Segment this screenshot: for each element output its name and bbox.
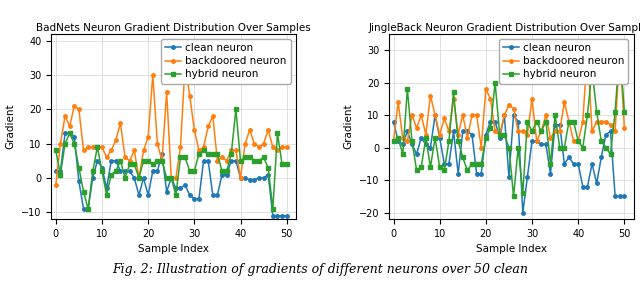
clean neuron	[283, 214, 291, 217]
backdoored neuron	[209, 114, 216, 118]
hybrid neuron	[616, 45, 623, 48]
clean neuron	[209, 193, 216, 197]
Title: JingleBack Neuron Gradient Distribution Over Samples: JingleBack Neuron Gradient Distribution …	[369, 23, 640, 33]
Legend: clean neuron, backdoored neuron, hybrid neuron: clean neuron, backdoored neuron, hybrid …	[499, 39, 628, 83]
clean neuron	[61, 132, 69, 135]
clean neuron	[551, 123, 559, 126]
hybrid neuron	[52, 149, 60, 152]
clean neuron	[278, 214, 286, 217]
backdoored neuron	[477, 146, 485, 149]
backdoored neuron	[561, 100, 568, 104]
clean neuron	[131, 176, 138, 180]
Text: Fig. 2: Illustration of gradients of different neurons over 50 clean: Fig. 2: Illustration of gradients of dif…	[112, 262, 528, 276]
hybrid neuron	[278, 162, 286, 166]
Line: hybrid neuron: hybrid neuron	[54, 108, 289, 211]
hybrid neuron	[463, 169, 471, 172]
clean neuron	[565, 156, 573, 159]
hybrid neuron	[232, 108, 240, 111]
Line: clean neuron: clean neuron	[54, 132, 289, 217]
backdoored neuron	[52, 183, 60, 187]
backdoored neuron	[278, 145, 286, 149]
clean neuron	[445, 162, 452, 166]
clean neuron	[519, 211, 527, 214]
Title: BadNets Neuron Gradient Distribution Over Samples: BadNets Neuron Gradient Distribution Ove…	[36, 23, 311, 33]
backdoored neuron	[440, 117, 448, 120]
hybrid neuron	[547, 162, 554, 166]
Y-axis label: Gradient: Gradient	[6, 104, 15, 149]
backdoored neuron	[223, 159, 230, 162]
hybrid neuron	[621, 110, 628, 114]
hybrid neuron	[209, 152, 216, 156]
hybrid neuron	[131, 162, 138, 166]
Line: backdoored neuron: backdoored neuron	[54, 63, 289, 187]
hybrid neuron	[390, 139, 397, 143]
hybrid neuron	[126, 162, 134, 166]
Y-axis label: Gradient: Gradient	[343, 104, 353, 149]
backdoored neuron	[459, 113, 467, 117]
Line: clean neuron: clean neuron	[392, 113, 626, 214]
Legend: clean neuron, backdoored neuron, hybrid neuron: clean neuron, backdoored neuron, hybrid …	[161, 39, 291, 83]
backdoored neuron	[584, 48, 591, 52]
backdoored neuron	[463, 136, 471, 140]
backdoored neuron	[547, 136, 554, 140]
X-axis label: Sample Index: Sample Index	[138, 244, 209, 255]
clean neuron	[52, 169, 60, 173]
Line: hybrid neuron: hybrid neuron	[392, 45, 626, 198]
backdoored neuron	[121, 156, 129, 159]
hybrid neuron	[440, 169, 448, 172]
Line: backdoored neuron: backdoored neuron	[392, 48, 626, 149]
clean neuron	[616, 195, 623, 198]
hybrid neuron	[459, 156, 467, 159]
backdoored neuron	[181, 63, 189, 66]
clean neuron	[269, 214, 276, 217]
clean neuron	[431, 113, 439, 117]
hybrid neuron	[283, 162, 291, 166]
clean neuron	[223, 173, 230, 176]
hybrid neuron	[509, 195, 517, 198]
hybrid neuron	[611, 110, 619, 114]
backdoored neuron	[126, 159, 134, 162]
backdoored neuron	[616, 48, 623, 52]
hybrid neuron	[84, 207, 92, 210]
backdoored neuron	[390, 139, 397, 143]
hybrid neuron	[223, 169, 230, 173]
backdoored neuron	[283, 145, 291, 149]
hybrid neuron	[561, 146, 568, 149]
clean neuron	[468, 133, 476, 136]
clean neuron	[621, 195, 628, 198]
clean neuron	[463, 130, 471, 133]
X-axis label: Sample Index: Sample Index	[476, 244, 547, 255]
clean neuron	[108, 159, 115, 162]
clean neuron	[126, 169, 134, 173]
hybrid neuron	[108, 173, 115, 176]
backdoored neuron	[621, 126, 628, 130]
backdoored neuron	[103, 156, 111, 159]
clean neuron	[390, 120, 397, 123]
